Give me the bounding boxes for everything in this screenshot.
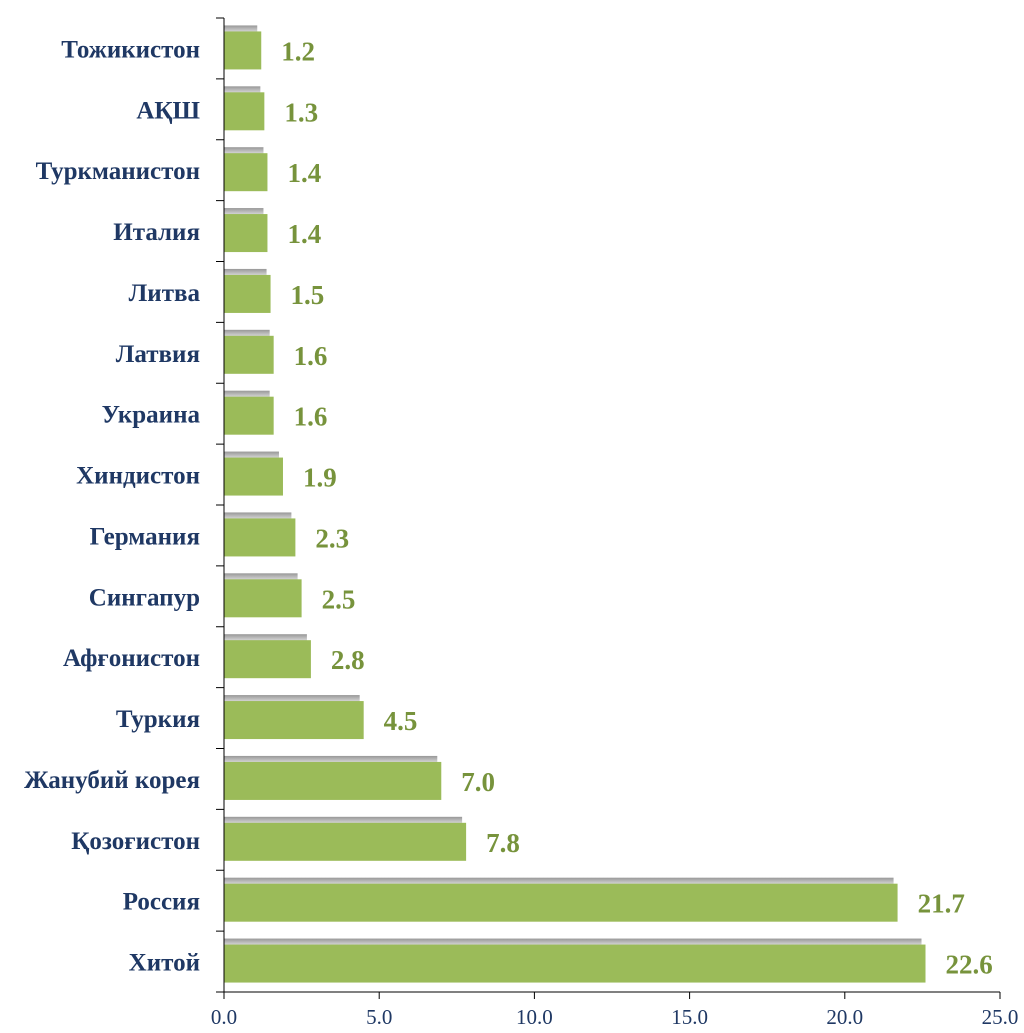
data-label: 4.5 <box>384 706 418 736</box>
bar <box>224 640 311 679</box>
category-tick-label: Хитой <box>129 950 200 977</box>
data-label: 1.6 <box>294 402 328 432</box>
category-labels-group: Тожикистон АҚШ Туркманистон Италия Литва Латв… <box>24 36 200 976</box>
bar-shadow <box>224 695 360 706</box>
category-tick-label: Туркия <box>116 706 200 733</box>
bar-shadow <box>224 451 279 462</box>
category-tick-label: Латвия <box>116 341 200 368</box>
data-label: 7.0 <box>461 767 495 797</box>
category-tick-label: АҚШ <box>136 97 200 124</box>
bar <box>224 944 926 983</box>
category-tick-label: Жанубий корея <box>24 767 200 794</box>
category-tick-label: Италия <box>113 219 200 246</box>
x-axis-tick-label: 5.0 <box>366 1005 392 1028</box>
data-label: 1.3 <box>284 97 318 127</box>
bar-shadow <box>224 877 894 888</box>
bar-shadow <box>224 755 438 766</box>
bar-shadow <box>224 816 463 827</box>
category-tick-label: Туркманистон <box>36 158 200 185</box>
axes-group: 0.0 5.0 10.0 15.0 20.0 25.0 <box>211 17 1019 1029</box>
bar-shadow <box>224 268 267 279</box>
x-axis-tick-label: 15.0 <box>671 1005 708 1028</box>
bar <box>224 518 296 557</box>
data-label: 22.6 <box>946 950 993 980</box>
bar-shadow <box>224 573 298 584</box>
bar <box>224 335 274 374</box>
data-label: 7.8 <box>486 828 520 858</box>
x-axis-tick-label: 10.0 <box>516 1005 553 1028</box>
bar <box>224 92 265 131</box>
category-tick-label: Тожикистон <box>61 36 200 63</box>
data-label: 2.5 <box>322 584 356 614</box>
category-tick-label: Хиндистон <box>76 463 200 490</box>
data-label: 1.9 <box>303 463 337 493</box>
bar <box>224 153 268 192</box>
bars-group <box>224 25 926 983</box>
bar <box>224 883 898 922</box>
bar-shadow <box>224 147 264 158</box>
bar <box>224 822 467 861</box>
bar <box>224 761 442 800</box>
x-axis-tick-label: 0.0 <box>211 1005 237 1028</box>
data-label: 21.7 <box>918 889 965 919</box>
bar-shadow <box>224 208 264 219</box>
data-label: 1.6 <box>294 341 328 371</box>
bar <box>224 31 262 70</box>
x-axis-tick-label: 20.0 <box>826 1005 863 1028</box>
bar-shadow <box>224 938 922 949</box>
data-label: 2.8 <box>331 645 365 675</box>
bar-shadow <box>224 329 270 340</box>
category-tick-label: Сингапур <box>89 584 200 611</box>
bar-shadow <box>224 390 270 401</box>
bar <box>224 457 283 496</box>
bar <box>224 579 302 618</box>
category-tick-label: Украина <box>102 402 201 429</box>
category-tick-label: Германия <box>90 523 200 550</box>
category-tick-label: Россия <box>123 889 200 916</box>
data-label: 2.3 <box>315 523 349 553</box>
bar-shadow <box>224 512 292 523</box>
value-labels-group: 1.2 1.3 1.4 1.4 1.5 1.6 1.6 1.9 2.3 2.5 2.8 4.5 7.0 7… <box>281 36 993 979</box>
category-tick-label: Афғонистон <box>63 645 200 672</box>
data-label: 1.4 <box>287 219 321 249</box>
category-tick-label: Литва <box>129 280 201 307</box>
bar <box>224 214 268 253</box>
bar-shadow <box>224 86 261 97</box>
bar <box>224 396 274 435</box>
bar-shadow <box>224 634 307 645</box>
data-label: 1.4 <box>287 158 321 188</box>
bar <box>224 701 364 740</box>
bar <box>224 274 271 313</box>
data-label: 1.2 <box>281 36 315 66</box>
data-label: 1.5 <box>291 280 325 310</box>
bar-shadow <box>224 25 258 36</box>
x-axis-tick-label: 25.0 <box>982 1005 1019 1028</box>
category-tick-label: Қозоғистон <box>71 828 200 855</box>
